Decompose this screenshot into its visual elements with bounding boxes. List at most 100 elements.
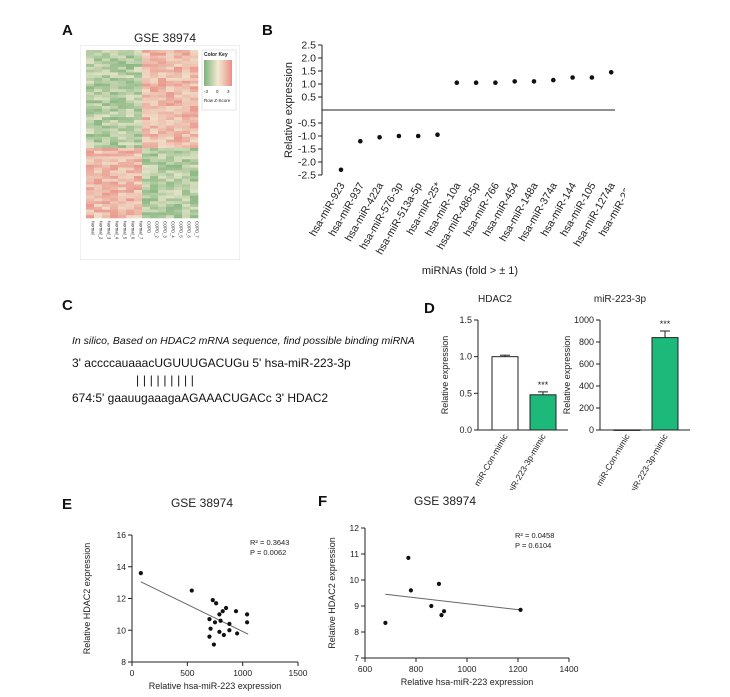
heatmap-cell bbox=[134, 159, 143, 163]
heatmap-cell bbox=[150, 201, 159, 205]
heatmap-cell bbox=[174, 97, 183, 101]
heatmap-cell bbox=[182, 176, 191, 180]
heatmap-cell bbox=[86, 159, 95, 163]
b-point bbox=[396, 133, 402, 139]
panel-b-label: B bbox=[262, 22, 273, 39]
heatmap-cell bbox=[150, 167, 159, 171]
heatmap-cell bbox=[158, 94, 167, 98]
b-y-tick-label: 0.5 bbox=[301, 92, 316, 104]
heatmap-cell bbox=[142, 192, 151, 196]
heatmap-cell bbox=[110, 170, 119, 174]
heatmap-cell bbox=[102, 66, 111, 70]
heatmap-cell bbox=[150, 111, 159, 115]
heatmap-cell bbox=[102, 64, 111, 68]
heatmap-cell bbox=[126, 117, 135, 121]
heatmap-cell bbox=[118, 178, 127, 182]
heatmap-cell bbox=[94, 162, 103, 166]
heatmap-cell bbox=[110, 117, 119, 121]
heatmap-cell bbox=[102, 181, 111, 185]
heatmap-cell bbox=[166, 122, 175, 126]
heatmap-cell bbox=[86, 114, 95, 118]
heatmap-cell bbox=[158, 50, 167, 54]
heatmap-cell bbox=[158, 66, 167, 70]
scatter-r2: R² = 0.0458 bbox=[515, 531, 554, 540]
heatmap-cell bbox=[134, 64, 143, 68]
heatmap-cell bbox=[158, 150, 167, 154]
heatmap-cell bbox=[174, 58, 183, 62]
heatmap-cell bbox=[110, 204, 119, 208]
heatmap-cell bbox=[86, 61, 95, 65]
heatmap-cell bbox=[150, 215, 159, 219]
heatmap-cell bbox=[134, 92, 143, 96]
heatmap-cell bbox=[134, 181, 143, 185]
scatter-point bbox=[439, 613, 444, 618]
heatmap-cell bbox=[190, 108, 199, 112]
heatmap-cell bbox=[142, 92, 151, 96]
scatter-title: GSE 38974 bbox=[414, 494, 476, 508]
heatmap-cell bbox=[142, 195, 151, 199]
heatmap-cell bbox=[150, 198, 159, 202]
heatmap-cell bbox=[126, 145, 135, 149]
heatmap-cell bbox=[134, 69, 143, 73]
heatmap-cell bbox=[190, 192, 199, 196]
heatmap-cell bbox=[126, 86, 135, 90]
heatmap-cell bbox=[166, 61, 175, 65]
heatmap-cell bbox=[182, 164, 191, 168]
heatmap-cell bbox=[134, 195, 143, 199]
heatmap-cell bbox=[142, 153, 151, 157]
heatmap-cell bbox=[126, 198, 135, 202]
heatmap-cell bbox=[150, 162, 159, 166]
heatmap-cell bbox=[158, 69, 167, 73]
heatmap-cell bbox=[126, 111, 135, 115]
heatmap-cell bbox=[118, 192, 127, 196]
heatmap-cell bbox=[118, 159, 127, 163]
heatmap-cell bbox=[86, 176, 95, 180]
heatmap-cell bbox=[158, 187, 167, 191]
heatmap-cell bbox=[102, 134, 111, 138]
heatmap-cell bbox=[182, 156, 191, 160]
heatmap-cell bbox=[142, 167, 151, 171]
heatmap-cell bbox=[158, 75, 167, 79]
heatmap-cell bbox=[86, 66, 95, 70]
heatmap-cell bbox=[118, 212, 127, 216]
heatmap-cell bbox=[94, 100, 103, 104]
heatmap-cell bbox=[94, 103, 103, 107]
heatmap-cell bbox=[126, 206, 135, 210]
scatter-y-tick-label: 12 bbox=[350, 523, 360, 533]
heatmap-cell bbox=[102, 100, 111, 104]
heatmap-cell bbox=[110, 75, 119, 79]
heatmap-cell bbox=[94, 69, 103, 73]
heatmap-cell bbox=[166, 170, 175, 174]
heatmap-cell bbox=[142, 106, 151, 110]
heatmap-cell bbox=[142, 75, 151, 79]
heatmap-cell bbox=[86, 75, 95, 79]
heatmap-cell bbox=[110, 66, 119, 70]
heatmap-cell bbox=[182, 167, 191, 171]
heatmap-cell bbox=[142, 145, 151, 149]
heatmap-cell bbox=[158, 212, 167, 216]
heatmap-cell bbox=[94, 153, 103, 157]
heatmap-cell bbox=[150, 184, 159, 188]
heatmap-cell bbox=[182, 117, 191, 121]
heatmap-cell bbox=[102, 212, 111, 216]
heatmap-cell bbox=[102, 164, 111, 168]
sample-label: Normal bbox=[91, 221, 96, 235]
panel-c-label: C bbox=[62, 297, 73, 314]
heatmap-cell bbox=[110, 192, 119, 196]
heatmap-cell bbox=[102, 75, 111, 79]
heatmap-cell bbox=[102, 192, 111, 196]
scatter-x-label: Relative hsa-miR-223 expression bbox=[149, 681, 282, 691]
heatmap-cell bbox=[102, 52, 111, 56]
d-x-tick-label: miR-Con-mimic bbox=[594, 431, 632, 487]
heatmap-cell bbox=[190, 176, 199, 180]
b-point bbox=[608, 70, 614, 75]
heatmap-cell bbox=[134, 206, 143, 210]
heatmap-cell bbox=[126, 94, 135, 98]
heatmap-cell bbox=[182, 195, 191, 199]
heatmap-cell bbox=[102, 69, 111, 73]
heatmap-cell bbox=[174, 153, 183, 157]
heatmap-cell bbox=[86, 178, 95, 182]
heatmap-title: GSE 38974 bbox=[133, 31, 197, 45]
b-point bbox=[435, 132, 440, 137]
heatmap-cell bbox=[150, 178, 159, 182]
